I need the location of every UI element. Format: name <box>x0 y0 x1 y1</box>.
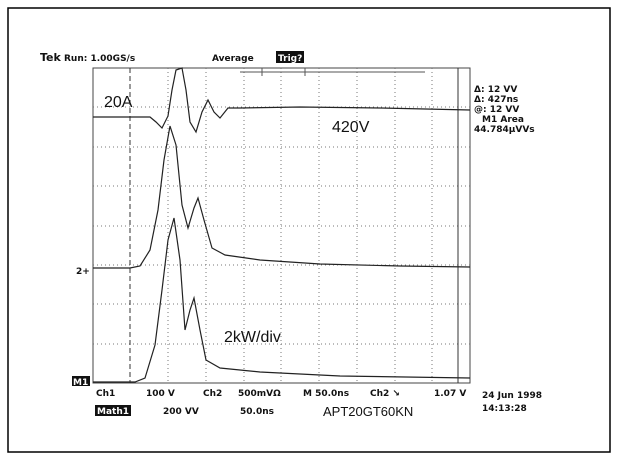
current-label: 20A <box>104 94 133 111</box>
run-status: Run: 1.00GS/s <box>64 54 135 64</box>
frame <box>7 7 611 453</box>
ch1: Ch1 <box>96 389 115 399</box>
trigger-status: Trig? <box>278 54 302 64</box>
math-time: 50.0ns <box>240 407 274 417</box>
trigger-box <box>276 51 304 63</box>
ch2: Ch2 <box>203 389 222 399</box>
trigger-source: Ch2 ↘ <box>370 389 400 399</box>
power-trace <box>93 217 471 383</box>
brand: Tek <box>40 51 62 64</box>
math-box <box>95 405 131 416</box>
ch2-marker: 2+ <box>76 267 90 277</box>
voltage-label: 420V <box>332 119 370 136</box>
ch1-scale: 100 V <box>146 389 175 399</box>
math-marker-box <box>72 376 90 386</box>
readout: Δ: 12 VV <box>474 85 517 95</box>
timebase: M 50.0ns <box>303 389 349 399</box>
readout: @: 12 VV <box>474 105 519 115</box>
time: 14:13:28 <box>482 404 527 414</box>
trigger-level: 1.07 V <box>434 389 466 399</box>
math-marker: M1 <box>73 378 88 388</box>
readout: 44.784µVVs <box>474 125 535 135</box>
power-label: 2kW/div <box>224 329 281 346</box>
readout: M1 Area <box>482 115 524 125</box>
device: APT20GT60KN <box>323 404 413 419</box>
voltage-trace <box>93 67 471 134</box>
acq-mode: Average <box>212 54 254 64</box>
current-trace <box>93 125 471 269</box>
math: Math1 <box>97 407 129 417</box>
math-scale: 200 VV <box>163 407 199 417</box>
ch2-scale: 500mVΩ <box>238 389 281 399</box>
date: 24 Jun 1998 <box>482 391 542 401</box>
waveforms <box>93 67 471 383</box>
readout: Δ: 427ns <box>474 95 518 105</box>
